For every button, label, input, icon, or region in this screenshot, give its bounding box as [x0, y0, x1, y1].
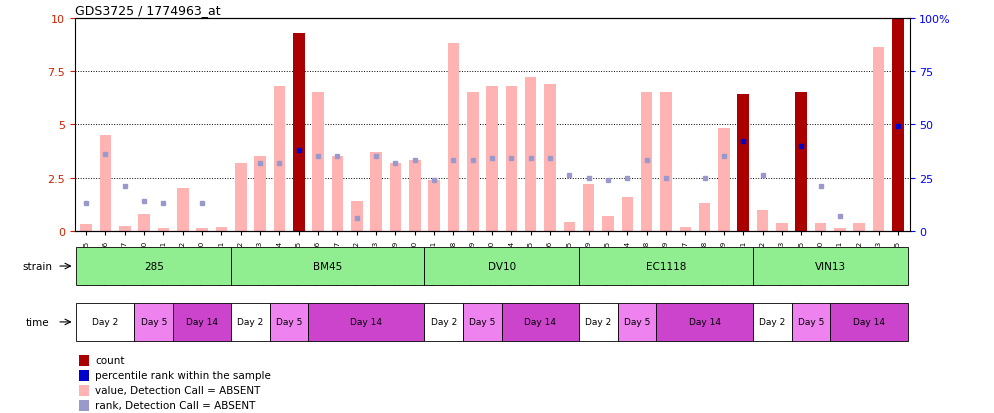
Bar [873, 48, 885, 231]
Text: Day 2: Day 2 [92, 318, 118, 327]
Bar [776, 224, 788, 231]
Bar [232, 303, 269, 341]
Text: Day 5: Day 5 [469, 318, 496, 327]
Text: value, Detection Call = ABSENT: value, Detection Call = ABSENT [95, 386, 260, 396]
Text: Day 14: Day 14 [351, 318, 383, 327]
Bar [680, 227, 691, 231]
Bar [834, 228, 846, 231]
Bar [753, 247, 908, 285]
Bar [269, 303, 308, 341]
Text: time: time [26, 317, 50, 327]
Bar [525, 78, 537, 231]
Bar [564, 223, 576, 231]
Bar [79, 385, 89, 396]
Bar [621, 197, 633, 231]
Text: Day 2: Day 2 [238, 318, 263, 327]
Bar [738, 95, 749, 231]
Bar [424, 247, 579, 285]
Text: Day 5: Day 5 [624, 318, 650, 327]
Bar [830, 303, 908, 341]
Bar [216, 227, 228, 231]
Bar [463, 303, 502, 341]
Bar [273, 87, 285, 231]
Text: rank, Detection Call = ABSENT: rank, Detection Call = ABSENT [95, 401, 255, 411]
Text: Day 14: Day 14 [853, 318, 885, 327]
Bar [753, 303, 791, 341]
Bar [506, 87, 517, 231]
Bar [312, 93, 324, 231]
Bar [579, 247, 753, 285]
Bar [77, 303, 134, 341]
Bar [254, 157, 266, 231]
Bar [119, 226, 130, 231]
Text: Day 2: Day 2 [759, 318, 785, 327]
Bar [158, 228, 169, 231]
Bar [660, 93, 672, 231]
Bar [173, 303, 232, 341]
Bar [351, 202, 363, 231]
Bar [424, 303, 463, 341]
Bar [617, 303, 656, 341]
Bar [138, 214, 150, 231]
Bar [579, 303, 617, 341]
Text: percentile rank within the sample: percentile rank within the sample [95, 370, 271, 380]
Bar [719, 129, 730, 231]
Bar [815, 224, 826, 231]
Text: Day 5: Day 5 [276, 318, 302, 327]
Bar [177, 189, 189, 231]
Bar [390, 163, 402, 231]
Bar [79, 370, 89, 381]
Bar [582, 185, 594, 231]
Text: Day 2: Day 2 [585, 318, 611, 327]
Bar [79, 355, 89, 366]
Bar [77, 247, 232, 285]
Bar [467, 93, 478, 231]
Text: Day 14: Day 14 [689, 318, 721, 327]
Bar [332, 157, 343, 231]
Text: Day 2: Day 2 [430, 318, 457, 327]
Bar [502, 303, 579, 341]
Bar [545, 85, 556, 231]
Bar [447, 44, 459, 231]
Bar [699, 204, 711, 231]
Text: Day 14: Day 14 [186, 318, 218, 327]
Bar [486, 87, 498, 231]
Bar [791, 303, 830, 341]
Text: VIN13: VIN13 [815, 261, 846, 271]
Bar [641, 93, 652, 231]
Bar [197, 228, 208, 231]
Text: GDS3725 / 1774963_at: GDS3725 / 1774963_at [75, 5, 221, 17]
Bar [134, 303, 173, 341]
Bar [656, 303, 753, 341]
Text: count: count [95, 356, 125, 366]
Text: BM45: BM45 [313, 261, 342, 271]
Bar [893, 19, 904, 231]
Bar [232, 247, 424, 285]
Bar [235, 163, 247, 231]
Bar [99, 135, 111, 231]
Bar [81, 225, 91, 231]
Text: 285: 285 [144, 261, 164, 271]
Bar [79, 400, 89, 411]
Text: Day 5: Day 5 [798, 318, 824, 327]
Bar [756, 210, 768, 231]
Text: strain: strain [23, 261, 53, 271]
Bar [602, 216, 614, 231]
Bar [795, 93, 807, 231]
Text: Day 14: Day 14 [525, 318, 557, 327]
Bar [409, 161, 420, 231]
Bar [293, 33, 304, 231]
Bar [854, 224, 865, 231]
Text: EC1118: EC1118 [646, 261, 686, 271]
Text: Day 5: Day 5 [140, 318, 167, 327]
Bar [308, 303, 424, 341]
Bar [428, 180, 440, 231]
Text: DV10: DV10 [488, 261, 516, 271]
Bar [370, 152, 382, 231]
